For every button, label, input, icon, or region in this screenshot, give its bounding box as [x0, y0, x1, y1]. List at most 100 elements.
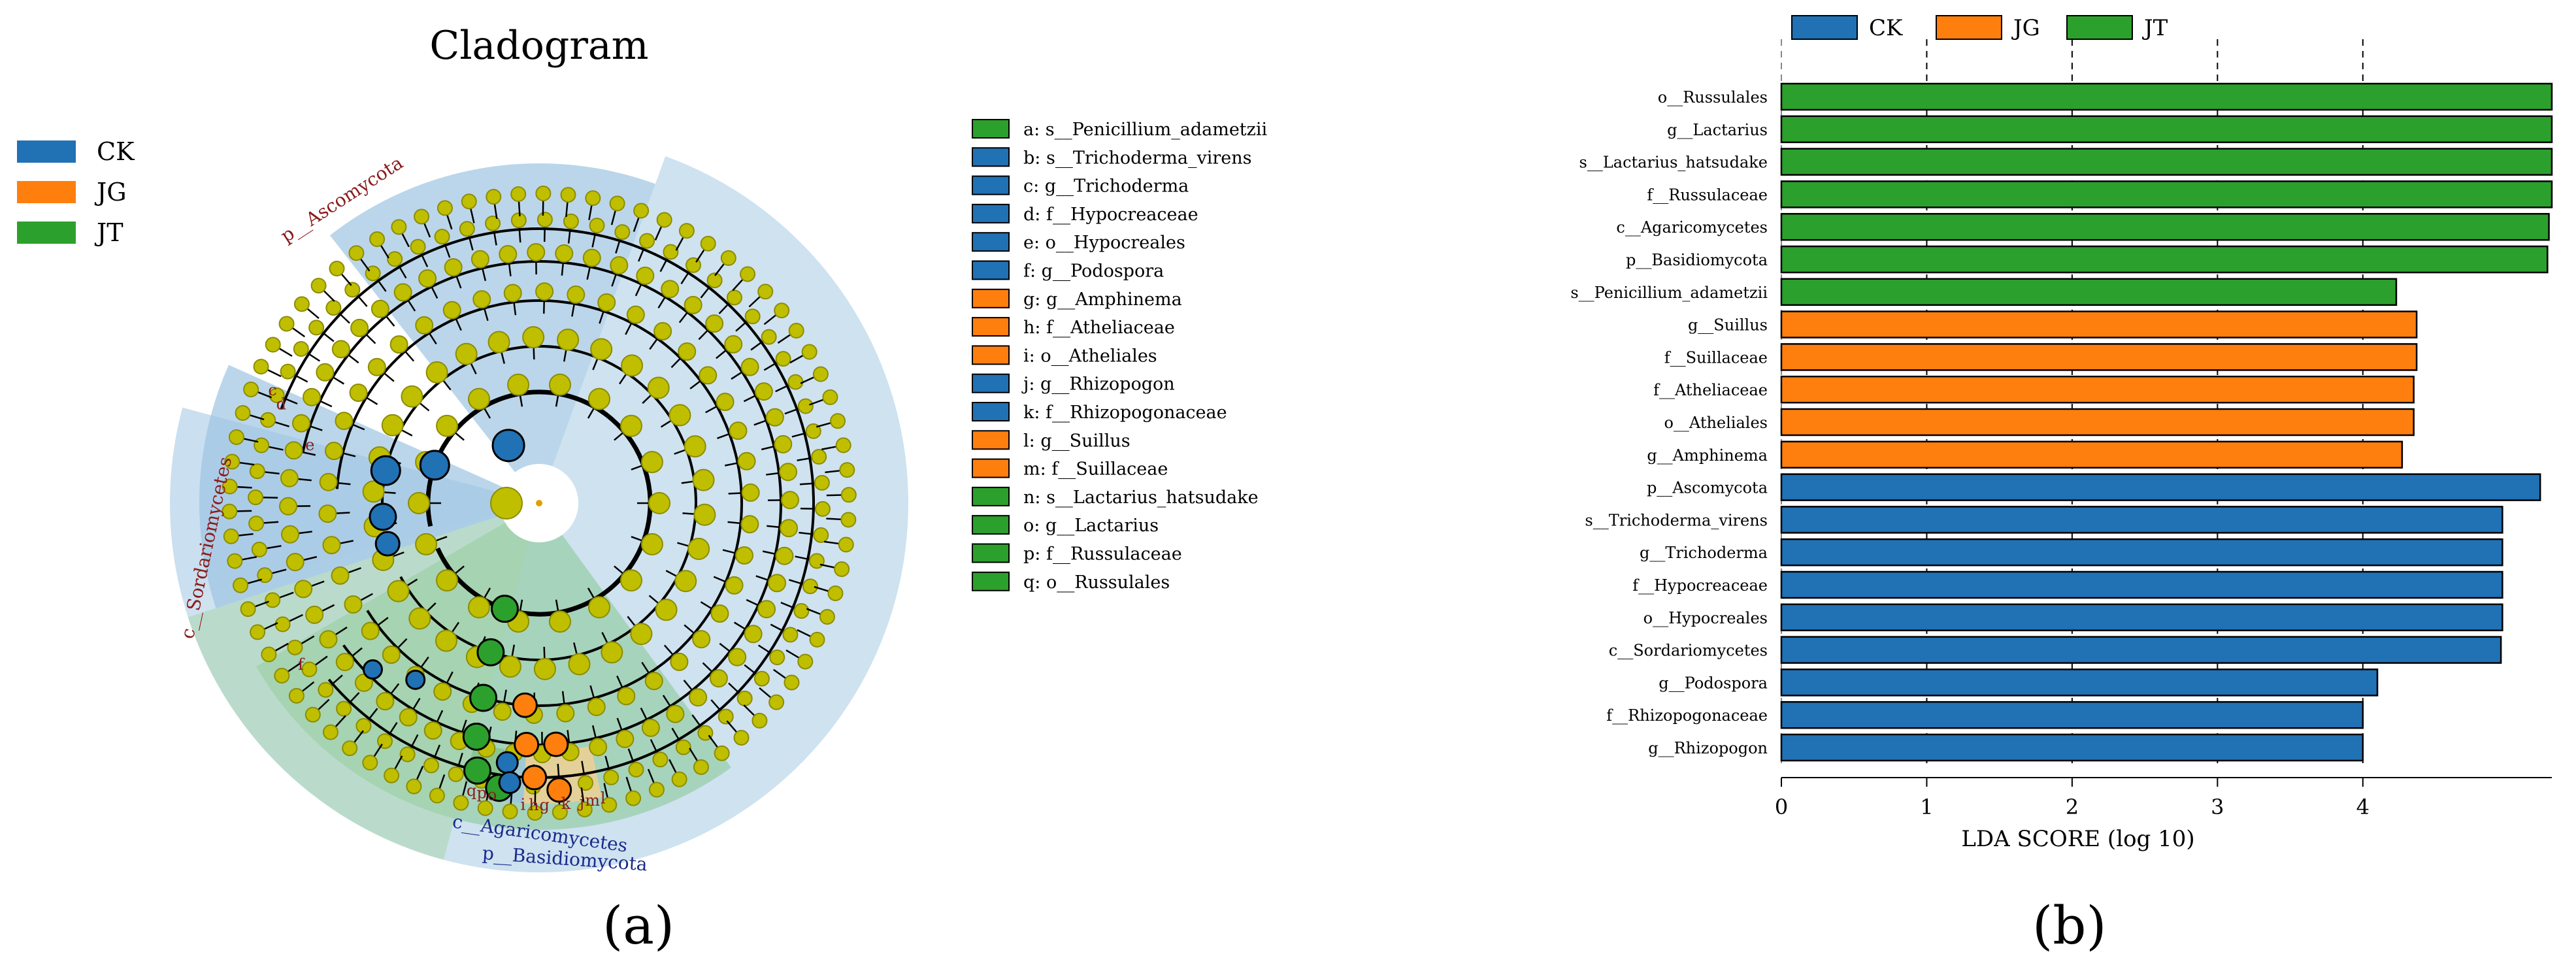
tree-node [614, 224, 631, 240]
lda-bar [1780, 506, 2503, 534]
tree-node [335, 412, 354, 431]
tree-node [779, 463, 798, 482]
tree-node [486, 189, 502, 205]
tree-node [349, 384, 368, 403]
tree-node [433, 682, 452, 701]
tree-node [663, 244, 679, 260]
taxa-legend-label: n: s__Lactarius_hatsudake [1023, 487, 1259, 508]
tree-node [342, 740, 358, 757]
letter-marker: j [578, 793, 584, 811]
tree-node [639, 233, 655, 249]
lda-bar [1780, 343, 2418, 371]
tree-node [274, 616, 291, 633]
tree-node [556, 704, 575, 723]
tree-node [630, 623, 653, 646]
tree-node [628, 761, 644, 778]
legend-swatch [1791, 15, 1858, 40]
biomarker-node [495, 751, 519, 774]
tree-node [548, 610, 571, 633]
tree-node [319, 630, 338, 649]
tree-node [325, 442, 344, 461]
tree-node [720, 250, 736, 266]
tree-node [699, 366, 718, 385]
tree-node [768, 694, 785, 710]
category-label: g__Suillus [1688, 316, 1768, 335]
tree-node [485, 215, 501, 231]
taxa-legend-label: g: g__Amphinema [1023, 289, 1182, 310]
tree-node [493, 702, 512, 721]
tree-node [834, 561, 850, 578]
tree-node [769, 649, 785, 665]
tree-node [812, 366, 829, 382]
taxa-legend-swatch [972, 260, 1010, 280]
ascomycota-sector [329, 163, 655, 472]
tree-node [774, 303, 790, 319]
tree-node [582, 248, 601, 267]
taxa-legend-swatch [972, 486, 1010, 506]
tree-node [621, 354, 644, 377]
taxa-legend-swatch [972, 317, 1010, 337]
tree-node [350, 318, 369, 337]
tree-node [348, 245, 365, 261]
tree-node [805, 423, 821, 439]
tree-node [674, 570, 697, 593]
tree-node [248, 489, 264, 506]
group-legend: CK JG JT [17, 137, 135, 247]
cladogram-tree [222, 186, 857, 821]
panel-label-b: (b) [2032, 895, 2107, 956]
biomarker-node [463, 756, 492, 785]
x-tick-label: 3 [2211, 795, 2224, 819]
tree-node [726, 289, 742, 306]
lda-bar [1780, 603, 2503, 632]
tree-node [344, 282, 361, 298]
tree-node [248, 516, 265, 532]
letter-marker: m [585, 791, 600, 810]
tree-node [577, 775, 593, 791]
lda-bar [1780, 212, 2550, 241]
tree-node [563, 213, 579, 229]
tree-node [813, 527, 829, 543]
tree-node [448, 766, 464, 782]
tree-node [425, 361, 448, 384]
biomarker-node [543, 731, 569, 757]
category-label: f__Hypocreaceae [1632, 576, 1768, 595]
cladogram-panel: p__Ascomycotac__Sordariomycetesp__Basidi… [17, 23, 1268, 875]
group-legend-swatch [17, 181, 76, 203]
biomarker-node [374, 531, 401, 557]
tree-node [387, 580, 410, 602]
taxa-legend-swatch [972, 373, 1010, 393]
biomarker-node [369, 502, 397, 531]
tree-node [822, 389, 838, 405]
tree-node [437, 200, 453, 216]
tree-node [765, 408, 784, 427]
tree-node [344, 595, 363, 614]
tree-node [415, 533, 438, 555]
taxa-legend-label: k: f__Rhizopogonaceae [1023, 403, 1227, 423]
taxa-legend-label: b: s__Trichoderma_virens [1023, 148, 1252, 168]
lda-bar [1780, 115, 2553, 144]
tree-node [787, 374, 804, 390]
tree-node [232, 577, 248, 593]
tree-node [243, 381, 259, 397]
biomarker-node [491, 429, 525, 463]
tree-node [291, 414, 310, 433]
category-label: o__Hypocreales [1643, 609, 1768, 627]
tree-node [780, 491, 799, 510]
tree-node [802, 578, 818, 595]
taxa-legend-swatch [972, 119, 1010, 139]
tree-node [444, 258, 463, 277]
taxa-legend-label: c: g__Trichoderma [1023, 176, 1189, 197]
cladogram-sectors [170, 156, 909, 872]
biomarker-node [512, 692, 538, 718]
tree-node [367, 357, 386, 376]
category-label: g__Rhizopogon [1648, 739, 1768, 757]
tree-node [249, 463, 265, 480]
tree-node [507, 373, 530, 396]
tree-node [808, 553, 825, 569]
root-dot [536, 500, 542, 506]
tree-node [819, 609, 835, 625]
taxa-legend-label: d: f__Hypocreaceae [1023, 205, 1198, 225]
tree-node [284, 441, 303, 460]
tree-node [510, 186, 527, 203]
tree-node [678, 223, 695, 239]
